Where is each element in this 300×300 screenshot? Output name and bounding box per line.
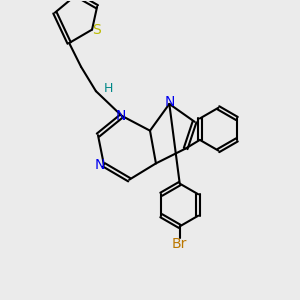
Text: Br: Br <box>172 237 188 251</box>
Text: N: N <box>94 158 105 172</box>
Text: H: H <box>104 82 113 95</box>
Text: S: S <box>92 22 101 37</box>
Text: N: N <box>116 109 126 123</box>
Text: N: N <box>165 95 175 110</box>
